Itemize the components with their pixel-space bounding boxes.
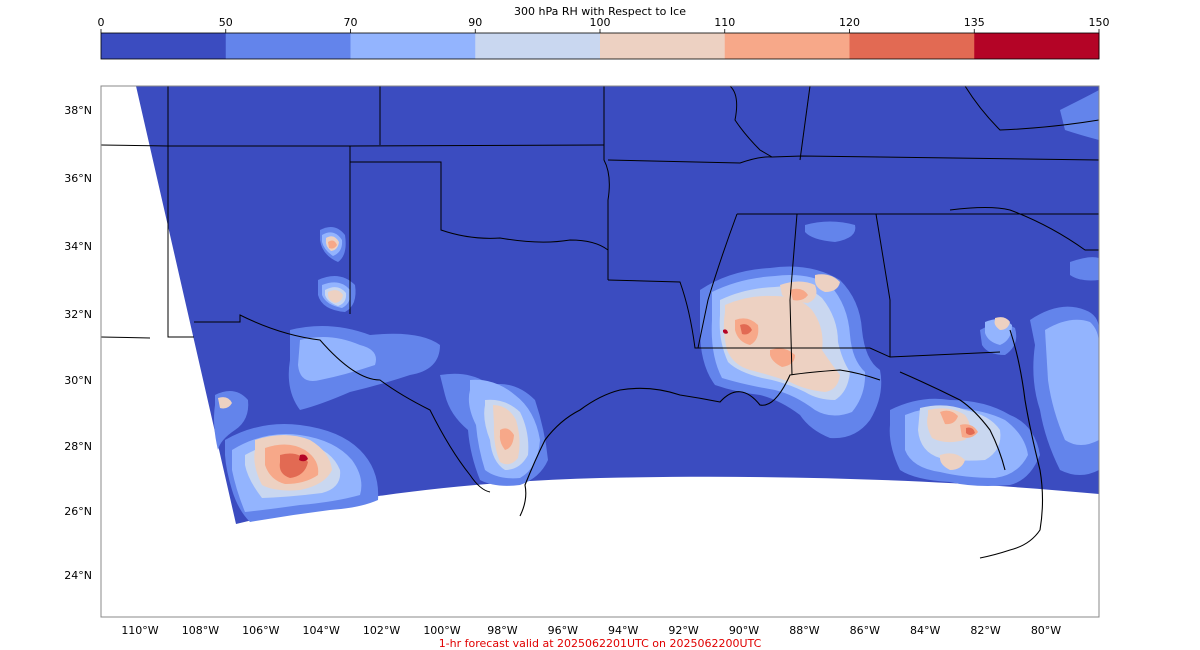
longitude-label: 104°W <box>303 624 340 637</box>
latitude-labels: 38°N 36°N 34°N 32°N 30°N 28°N 26°N 24°N <box>64 104 92 582</box>
longitude-label: 82°W <box>970 624 1000 637</box>
longitude-label: 96°W <box>548 624 578 637</box>
longitude-label: 94°W <box>608 624 638 637</box>
colorbar-swatch <box>849 33 975 59</box>
rh-band-135-150 <box>299 329 728 462</box>
colorbar-swatch <box>475 33 601 59</box>
longitude-label: 80°W <box>1031 624 1061 637</box>
latitude-label: 26°N <box>64 505 92 518</box>
colorbar-swatch <box>225 33 351 59</box>
colorbar-title: 300 hPa RH with Respect to Ice <box>514 5 686 18</box>
longitude-labels: 110°W 108°W 106°W 104°W 102°W 100°W 98°W 96°W 94… <box>121 624 1061 637</box>
colorbar-tick-label: 0 <box>98 16 105 29</box>
latitude-label: 36°N <box>64 172 92 185</box>
colorbar-tick-label: 50 <box>219 16 233 29</box>
colorbar-swatch <box>600 33 726 59</box>
longitude-label: 110°W <box>121 624 158 637</box>
state-borders <box>101 86 1099 493</box>
colorbar-swatch <box>101 33 227 59</box>
colorbar-tick-label: 90 <box>468 16 482 29</box>
colorbar-swatch <box>350 33 476 59</box>
colorbar-tick-label: 120 <box>839 16 860 29</box>
colorbar-tick-label: 70 <box>344 16 358 29</box>
colorbar: 300 hPa RH with Respect to Ice 0 50 70 90 10… <box>98 5 1110 60</box>
longitude-label: 108°W <box>182 624 219 637</box>
latitude-label: 34°N <box>64 240 92 253</box>
latitude-label: 32°N <box>64 308 92 321</box>
colorbar-tick-label: 110 <box>714 16 735 29</box>
longitude-label: 86°W <box>850 624 880 637</box>
longitude-label: 98°W <box>487 624 517 637</box>
latitude-label: 28°N <box>64 440 92 453</box>
colorbar-tick-label: 150 <box>1089 16 1110 29</box>
latitude-label: 24°N <box>64 569 92 582</box>
longitude-label: 90°W <box>729 624 759 637</box>
colorbar-tick-label: 100 <box>590 16 611 29</box>
longitude-label: 106°W <box>242 624 279 637</box>
map-area <box>101 86 1099 559</box>
longitude-label: 102°W <box>363 624 400 637</box>
longitude-label: 88°W <box>789 624 819 637</box>
longitude-label: 92°W <box>668 624 698 637</box>
latitude-label: 30°N <box>64 374 92 387</box>
map-frame <box>100 85 1100 618</box>
colorbar-swatch <box>974 33 1100 59</box>
longitude-label: 84°W <box>910 624 940 637</box>
colorbar-ticks: 0 50 70 90 100 110 120 135 150 <box>98 16 1110 33</box>
latitude-label: 38°N <box>64 104 92 117</box>
forecast-valid-caption: 1-hr forecast valid at 2025062201UTC on … <box>439 637 762 650</box>
coastline <box>519 329 1044 559</box>
longitude-label: 100°W <box>423 624 460 637</box>
colorbar-swatch <box>724 33 850 59</box>
colorbar-swatches <box>101 33 1100 59</box>
colorbar-tick-label: 135 <box>964 16 985 29</box>
